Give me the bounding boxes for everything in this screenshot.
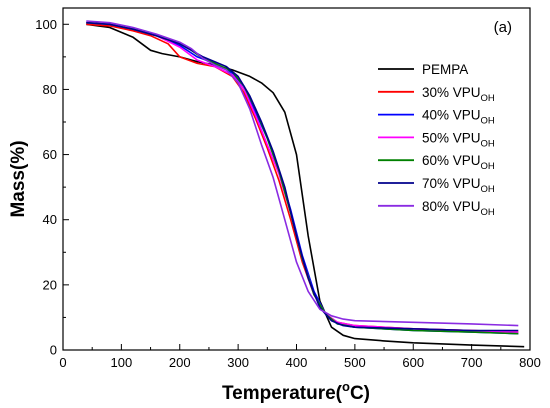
legend-label: 30% VPUOH [422, 85, 495, 104]
legend-label: 60% VPUOH [422, 153, 495, 172]
legend-label: 50% VPUOH [422, 130, 495, 149]
y-tick-label: 20 [43, 277, 57, 292]
legend-label: 40% VPUOH [422, 108, 495, 127]
legend-label: 70% VPUOH [422, 176, 495, 195]
x-tick-label: 300 [227, 355, 249, 370]
x-tick-label: 200 [169, 355, 191, 370]
y-tick-label: 100 [35, 17, 57, 32]
x-axis-title-end: C) [350, 383, 370, 404]
series-line [86, 21, 519, 332]
series-line [86, 21, 519, 333]
x-axis-title-superscript: o [342, 379, 350, 394]
legend: PEMPA 30% VPUOH 40% VPUOH 50% VPUOH 60% VPUO… [378, 62, 495, 218]
y-tick-label: 40 [43, 212, 57, 227]
series-line [86, 20, 519, 327]
y-axis-title: Mass(%) [8, 140, 29, 217]
axis-ticks: 0 100 200 300 400 500 600 700 800 0 20 40 60 80 100 [35, 17, 541, 370]
legend-label: PEMPA [422, 62, 468, 77]
x-tick-label: 0 [59, 355, 66, 370]
series-line [86, 23, 525, 348]
y-tick-label: 0 [50, 343, 57, 358]
x-tick-label: 100 [111, 355, 133, 370]
y-tick-label: 60 [43, 147, 57, 162]
legend-label: 80% VPUOH [422, 199, 495, 218]
x-tick-label: 500 [344, 355, 366, 370]
series-lines [86, 20, 525, 348]
x-axis-title: Temperature(oC) [222, 379, 370, 404]
x-tick-label: 600 [402, 355, 424, 370]
x-axis-title-main: Temperature( [222, 383, 343, 404]
y-tick-label: 80 [43, 82, 57, 97]
x-tick-label: 400 [286, 355, 308, 370]
x-tick-label: 700 [461, 355, 483, 370]
x-tick-label: 800 [519, 355, 541, 370]
panel-label: (a) [494, 19, 512, 36]
